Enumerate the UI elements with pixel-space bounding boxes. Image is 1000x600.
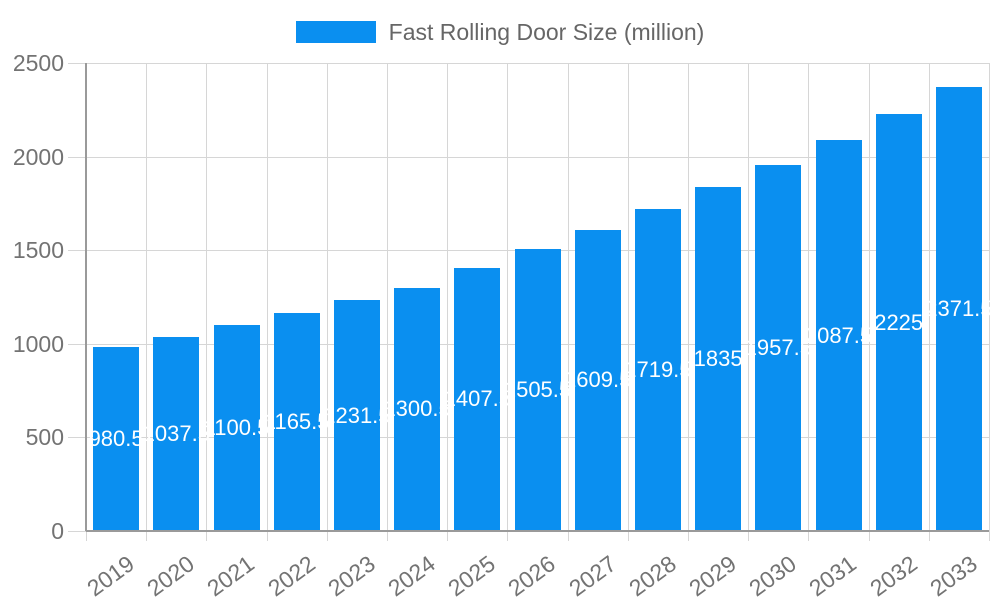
v-gridline — [387, 63, 388, 531]
x-axis-label-2026: 2026 — [503, 550, 561, 600]
v-gridline — [748, 63, 749, 531]
x-axis-tick — [869, 531, 870, 541]
bar-value-label-2026: 1505.5 — [503, 377, 572, 403]
x-axis-tick — [327, 531, 328, 541]
x-axis-tick — [267, 531, 268, 541]
y-axis-tick-label: 2000 — [12, 144, 64, 170]
bar-2026 — [515, 249, 561, 531]
y-axis-tick-label: 1500 — [12, 237, 64, 263]
x-axis-tick — [447, 531, 448, 541]
x-axis-label-2027: 2027 — [563, 550, 621, 600]
legend: Fast Rolling Door Size (million) — [0, 20, 1000, 44]
bar-2025 — [454, 267, 500, 531]
v-gridline — [929, 63, 930, 531]
x-axis-label-2031: 2031 — [804, 550, 862, 600]
y-axis-tick — [68, 531, 86, 532]
y-axis-tick-label: 500 — [25, 424, 64, 450]
bar-2031 — [816, 140, 862, 531]
bar-2021 — [214, 324, 260, 531]
bar-2019 — [93, 347, 139, 531]
bar-2023 — [334, 300, 380, 531]
v-gridline — [568, 63, 569, 531]
x-axis-tick — [568, 531, 569, 541]
y-axis-line — [85, 63, 87, 531]
v-gridline — [507, 63, 508, 531]
h-gridline — [68, 157, 989, 158]
legend-label[interactable]: Fast Rolling Door Size (million) — [388, 19, 705, 45]
v-gridline — [628, 63, 629, 531]
x-axis-label-2028: 2028 — [623, 550, 681, 600]
x-axis-tick — [628, 531, 629, 541]
bar-value-label-2024: 1300.5 — [383, 396, 451, 422]
bar-2030 — [755, 164, 801, 531]
bar-2020 — [153, 336, 199, 531]
bar-value-label-2028: 1719.5 — [624, 357, 692, 383]
x-axis-label-2030: 2030 — [744, 550, 802, 600]
v-gridline — [688, 63, 689, 531]
x-axis-label-2029: 2029 — [684, 550, 741, 600]
x-axis-label-2025: 2025 — [443, 550, 501, 600]
bar-value-label-2029: 1835 — [693, 346, 743, 372]
x-axis-label-2019: 2019 — [82, 550, 139, 600]
bar-value-label-2032: 2225 — [874, 309, 924, 335]
x-axis-label-2023: 2023 — [322, 550, 380, 600]
bar-2028 — [635, 209, 681, 531]
x-axis-tick — [206, 531, 207, 541]
y-axis-tick-label: 2500 — [12, 50, 64, 76]
bar-value-label-2021: 1100.5 — [203, 414, 270, 440]
bar-value-label-2027: 1609.5 — [564, 367, 632, 393]
x-axis-tick — [688, 531, 689, 541]
bar-2027 — [575, 229, 621, 531]
bar-value-label-2022: 1165.5 — [263, 408, 330, 434]
v-gridline — [447, 63, 448, 531]
bar-2033 — [936, 87, 982, 531]
x-axis-tick — [146, 531, 147, 541]
h-gridline — [68, 63, 989, 64]
v-gridline — [808, 63, 809, 531]
bar-value-label-2019: 980.5 — [88, 426, 144, 452]
x-axis-tick — [387, 531, 388, 541]
v-gridline — [989, 63, 990, 531]
v-gridline — [206, 63, 207, 531]
x-axis-label-2021: 2021 — [202, 550, 260, 600]
x-axis-label-2022: 2022 — [262, 550, 320, 600]
v-gridline — [146, 63, 147, 531]
bar-value-label-2033: 2371.5 — [925, 296, 993, 322]
x-axis-tick — [86, 531, 87, 541]
v-gridline — [869, 63, 870, 531]
x-axis-tick — [989, 531, 990, 541]
v-gridline — [327, 63, 328, 531]
x-axis-label-2024: 2024 — [383, 550, 440, 600]
x-axis-tick — [507, 531, 508, 541]
x-axis-label-2032: 2032 — [864, 550, 922, 600]
bar-value-label-2020: 1037.5 — [142, 420, 210, 446]
legend-swatch[interactable] — [295, 21, 376, 43]
bar-2024 — [394, 287, 440, 531]
bar-value-label-2030: 1957.5 — [744, 334, 812, 360]
bar-2032 — [876, 114, 922, 531]
bar-value-label-2031: 2087.5 — [804, 322, 873, 348]
x-axis-label-2033: 2033 — [924, 550, 982, 600]
y-axis-tick-label: 1000 — [12, 331, 64, 357]
y-axis-tick-label: 0 — [51, 518, 64, 544]
x-axis-tick — [929, 531, 930, 541]
bar-value-label-2023: 1231.5 — [323, 402, 391, 428]
x-axis-label-2020: 2020 — [142, 550, 200, 600]
x-axis-line — [86, 530, 989, 532]
bar-value-label-2025: 1407.5 — [443, 386, 511, 412]
x-axis-tick — [808, 531, 809, 541]
bar-2022 — [274, 312, 320, 531]
x-axis-tick — [748, 531, 749, 541]
v-gridline — [267, 63, 268, 531]
bar-2029 — [695, 187, 741, 531]
